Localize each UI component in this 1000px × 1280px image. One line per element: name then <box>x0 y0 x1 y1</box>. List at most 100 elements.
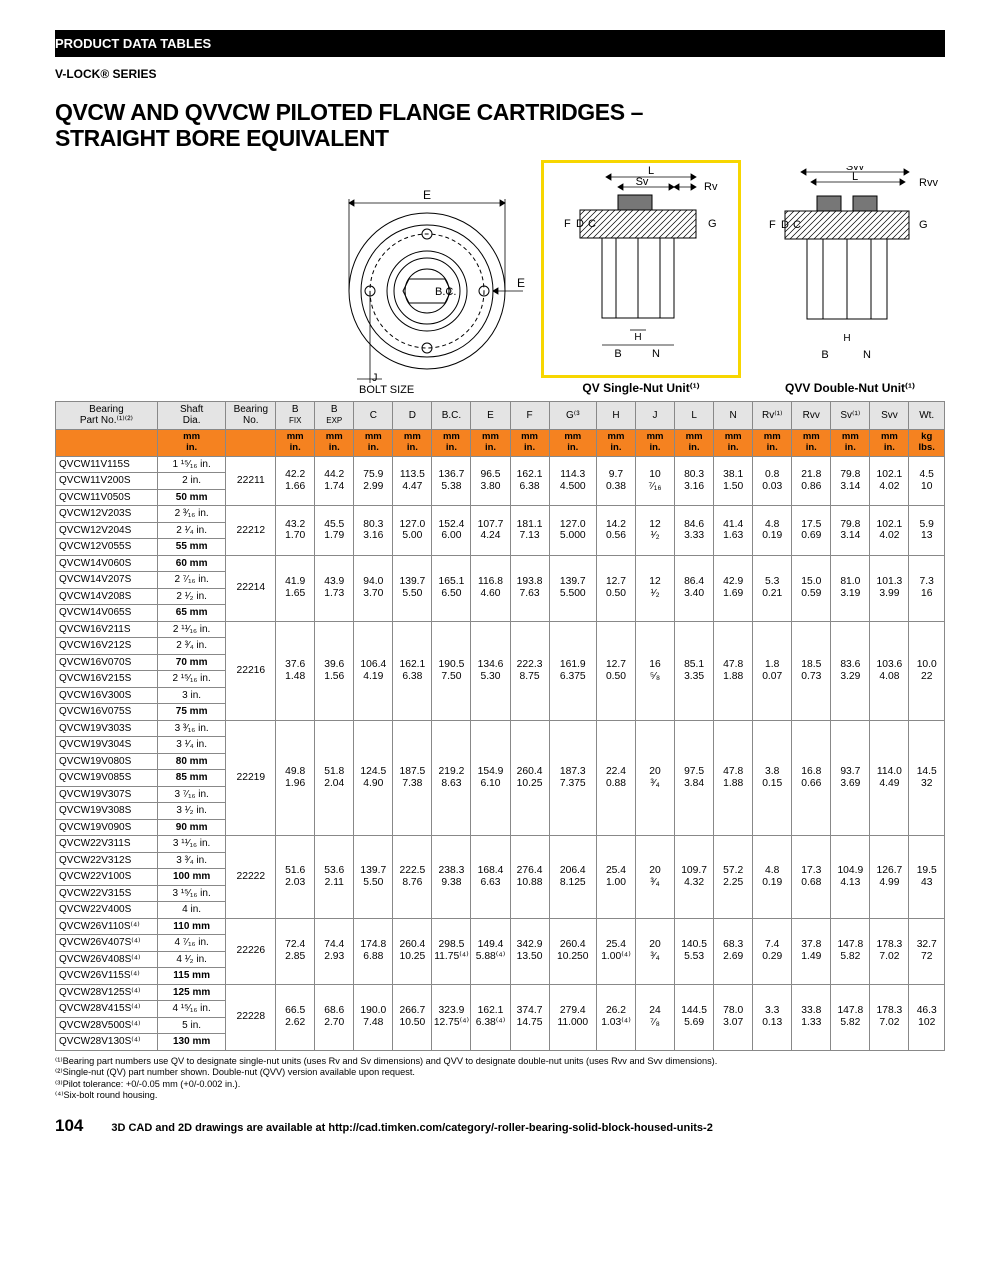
col-header: BFIX <box>276 401 315 429</box>
dim-cell: 97.53.84 <box>675 720 714 836</box>
dim-cell: 0.80.03 <box>753 456 792 506</box>
dim-cell: 86.43.40 <box>675 555 714 621</box>
qvv-H: H <box>843 333 850 344</box>
dim-cell: 162.16.38 <box>510 456 549 506</box>
part-no: QVCW22V315S <box>56 885 158 902</box>
dim-cell: 149.45.88⁽⁴⁾ <box>471 918 510 984</box>
dim-cell: 136.75.38 <box>432 456 471 506</box>
part-no: QVCW16V075S <box>56 704 158 721</box>
shaft-dia: 2 in. <box>157 473 226 490</box>
dim-cell: 66.52.62 <box>276 984 315 1050</box>
dim-cell: 5.30.21 <box>753 555 792 621</box>
label-BC: B.C. <box>435 286 456 298</box>
part-no: QVCW12V204S <box>56 522 158 539</box>
dim-cell: 126.74.99 <box>870 836 909 919</box>
dim-cell: 78.03.07 <box>714 984 753 1050</box>
col-header: B.C. <box>432 401 471 429</box>
dim-cell: 22.40.88 <box>596 720 635 836</box>
qvv-C: C <box>793 219 801 231</box>
part-no: QVCW11V200S <box>56 473 158 490</box>
qv-L: L <box>648 165 654 177</box>
dim-cell: 298.511.75⁽⁴⁾ <box>432 918 471 984</box>
dim-cell: 96.53.80 <box>471 456 510 506</box>
part-no: QVCW19V080S <box>56 753 158 770</box>
part-no: QVCW26V407S⁽⁴⁾ <box>56 935 158 952</box>
dim-cell: 139.75.500 <box>549 555 596 621</box>
footnote-line: ⁽²⁾Single-nut (QV) part number shown. Do… <box>55 1067 945 1079</box>
dim-cell: 178.37.02 <box>870 918 909 984</box>
qvv-B: B <box>821 349 828 361</box>
dim-cell: 32.772 <box>909 918 945 984</box>
col-header: J <box>636 401 675 429</box>
part-no: QVCW19V303S <box>56 720 158 737</box>
shaft-dia: 115 mm <box>157 968 226 985</box>
footnote-line: ⁽³⁾Pilot tolerance: +0/-0.05 mm (+0/-0.0… <box>55 1079 945 1091</box>
dim-cell: 33.81.33 <box>792 984 831 1050</box>
shaft-dia: 50 mm <box>157 489 226 506</box>
dim-cell: 116.84.60 <box>471 555 510 621</box>
dim-cell: 342.913.50 <box>510 918 549 984</box>
shaft-dia: 55 mm <box>157 539 226 556</box>
unit-header: mmin. <box>393 429 432 456</box>
unit-header: mmin. <box>510 429 549 456</box>
part-no: QVCW11V050S <box>56 489 158 506</box>
col-header: Sv⁽¹⁾ <box>831 401 870 429</box>
dim-cell: 47.81.88 <box>714 621 753 720</box>
col-header: BearingNo. <box>226 401 276 429</box>
unit-header: mmin. <box>432 429 471 456</box>
unit-header: mmin. <box>870 429 909 456</box>
table-row: QVCW28V125S⁽⁴⁾125 mm2222866.52.6268.62.7… <box>56 984 945 1001</box>
dim-cell: 124.54.90 <box>354 720 393 836</box>
front-view-svg: E B.C. J BOLT SIZE E <box>327 185 527 395</box>
dim-cell: 222.58.76 <box>393 836 432 919</box>
shaft-dia: 2 ¹⁄₄ in. <box>157 522 226 539</box>
dim-cell: 107.74.24 <box>471 506 510 556</box>
title-line-2: STRAIGHT BORE EQUIVALENT <box>55 125 389 151</box>
qv-Rv: Rv <box>704 181 718 193</box>
unit-header: mmin. <box>636 429 675 456</box>
unit-header: mmin. <box>315 429 354 456</box>
dim-cell: 144.55.69 <box>675 984 714 1050</box>
part-no: QVCW14V207S <box>56 572 158 589</box>
part-no: QVCW19V308S <box>56 803 158 820</box>
dim-cell: 260.410.250 <box>549 918 596 984</box>
bearing-no: 22212 <box>226 506 276 556</box>
dim-cell: 266.710.50 <box>393 984 432 1050</box>
dim-cell: 187.37.375 <box>549 720 596 836</box>
part-no: QVCW26V115S⁽⁴⁾ <box>56 968 158 985</box>
dim-cell: 222.38.75 <box>510 621 549 720</box>
dim-cell: 68.62.70 <box>315 984 354 1050</box>
dim-cell: 106.44.19 <box>354 621 393 720</box>
unit-header: mmin. <box>549 429 596 456</box>
shaft-dia: 2 ¹⁄₂ in. <box>157 588 226 605</box>
shaft-dia: 3 ¹¹⁄₁₆ in. <box>157 836 226 853</box>
unit-header: kglbs. <box>909 429 945 456</box>
dim-cell: 51.82.04 <box>315 720 354 836</box>
col-header: H <box>596 401 635 429</box>
dim-cell: 20³⁄₄ <box>636 836 675 919</box>
shaft-dia: 130 mm <box>157 1034 226 1051</box>
part-no: QVCW16V212S <box>56 638 158 655</box>
diagram-row: E B.C. J BOLT SIZE E <box>55 160 945 395</box>
part-no: QVCW28V130S⁽⁴⁾ <box>56 1034 158 1051</box>
dim-cell: 57.22.25 <box>714 836 753 919</box>
unit-header: mmin. <box>471 429 510 456</box>
dim-cell: 101.33.99 <box>870 555 909 621</box>
dim-cell: 41.91.65 <box>276 555 315 621</box>
dim-cell: 260.410.25 <box>510 720 549 836</box>
qv-caption: QV Single-Nut Unit⁽¹⁾ <box>541 381 741 395</box>
dim-cell: 21.80.86 <box>792 456 831 506</box>
part-no: QVCW19V307S <box>56 786 158 803</box>
dim-cell: 79.83.14 <box>831 456 870 506</box>
dim-cell: 7.40.29 <box>753 918 792 984</box>
title-line-1: QVCW AND QVVCW PILOTED FLANGE CARTRIDGES… <box>55 99 643 125</box>
bearing-no: 22226 <box>226 918 276 984</box>
part-no: QVCW22V400S <box>56 902 158 919</box>
qv-H: H <box>634 332 641 343</box>
dim-cell: 9.70.38 <box>596 456 635 506</box>
dim-cell: 4.80.19 <box>753 506 792 556</box>
dim-cell: 51.62.03 <box>276 836 315 919</box>
qvv-svg: Svv L Rvv F D C G H B N <box>755 166 945 378</box>
dim-cell: 42.91.69 <box>714 555 753 621</box>
shaft-dia: 75 mm <box>157 704 226 721</box>
